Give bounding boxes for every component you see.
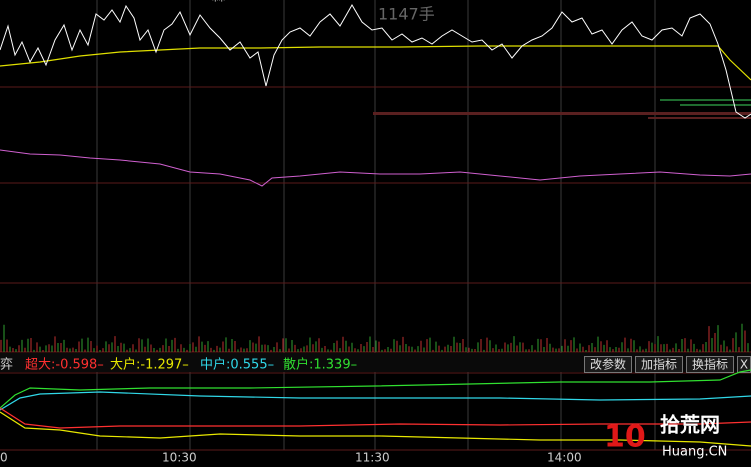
big-line [0, 411, 751, 447]
indicator-value: 散户:1.339– [283, 357, 357, 373]
volume-label: 1147手 [378, 5, 435, 24]
marker: ** [212, 0, 226, 10]
button-label[interactable]: 改参数 [590, 357, 626, 372]
indicator-prefix: 弈 [0, 357, 13, 373]
watermark-logo: 10 [604, 420, 646, 455]
mid-line [0, 391, 751, 411]
watermark: 10 拾荒网 Huang.CN [604, 413, 727, 460]
time-label: 10:30 [162, 451, 197, 465]
flow-line [0, 149, 751, 187]
button-label[interactable]: X [740, 358, 748, 372]
button[interactable]: 换指标 [686, 356, 734, 373]
grid [96, 0, 656, 450]
retail-line [0, 369, 751, 409]
watermark-name: 拾荒网 [660, 413, 720, 437]
button[interactable]: 改参数 [584, 356, 632, 373]
time-label: 14:00 [547, 451, 582, 465]
indicator-value: 超大:-0.598– [25, 358, 104, 373]
watermark-url: Huang.CN [662, 445, 727, 460]
button-label[interactable]: 加指标 [641, 357, 677, 372]
time-label: 0 [0, 451, 8, 465]
average-line [0, 45, 751, 81]
button[interactable]: 加指标 [635, 356, 683, 373]
button-label[interactable]: 换指标 [692, 357, 728, 372]
indicator-value: 中户:0.555– [200, 357, 274, 373]
indicator-value: 大户:-1.297– [110, 357, 189, 373]
price-line [0, 4, 751, 119]
indicator-bar [0, 353, 751, 372]
volume-bars [0, 323, 749, 352]
order-bars [373, 99, 751, 119]
time-label: 11:30 [355, 451, 390, 465]
large-line [0, 407, 751, 429]
